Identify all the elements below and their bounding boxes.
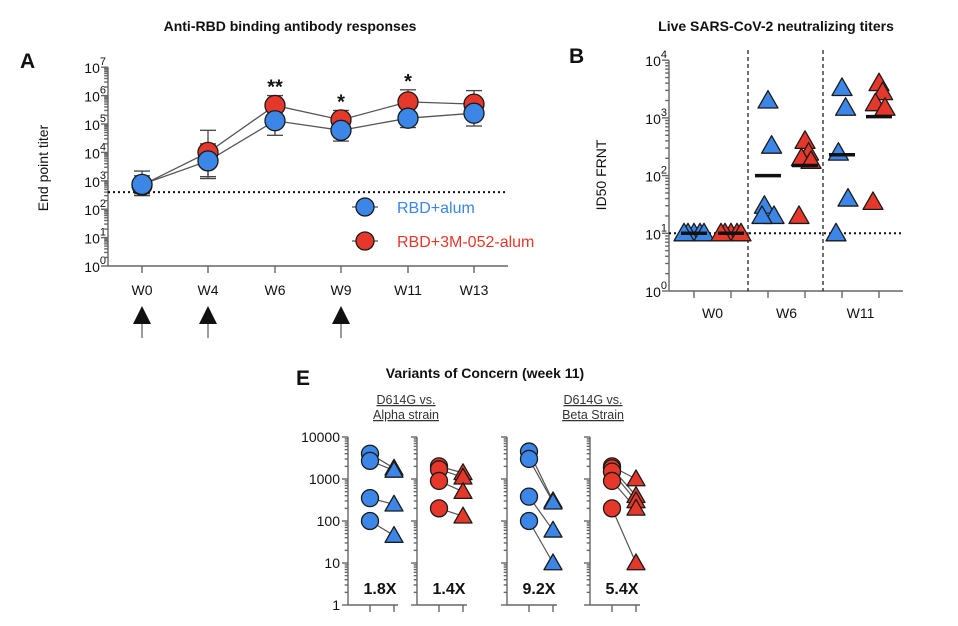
panel-a-data-point <box>397 107 419 129</box>
panel-a-significance-label: * <box>337 91 345 113</box>
panel-e-ytick-label: 10 <box>324 555 340 571</box>
immunization-arrow-icon <box>332 306 350 324</box>
panel-a-title: Anti-RBD binding antibody responses <box>164 18 417 34</box>
panel-a-xtick-label: W0 <box>132 282 153 298</box>
panel-a-ytick-label: 102 <box>84 198 106 218</box>
panel-e-variant-point <box>543 520 563 538</box>
panel-e-variant-point <box>453 481 473 500</box>
panel-e-title: Variants of Concern (week 11) <box>386 365 584 381</box>
panel-a-data-point <box>463 102 485 124</box>
panel-e-fold-label: 9.2X <box>523 581 556 598</box>
panel-e-variant-point <box>543 492 563 510</box>
legend-marker <box>355 231 375 251</box>
comparison-beta-line1: D614G vs. <box>563 393 622 407</box>
panel-a-ytick-label: 100 <box>84 255 106 275</box>
panel-a-xtick-label: W11 <box>394 282 422 298</box>
panel-a-xtick-label: W9 <box>331 282 352 298</box>
panel-e-d614g-point <box>429 471 449 491</box>
immunization-arrow-icon <box>133 306 151 324</box>
panel-e-d614g-point <box>519 511 539 531</box>
panel-a-data-point <box>197 150 219 172</box>
panel-b-xtick-label: W11 <box>847 305 875 321</box>
panel-e-variant-point <box>384 494 404 512</box>
panel-b-ytick-label: 100 <box>645 280 667 300</box>
panel-e-pair-line <box>611 508 637 564</box>
panel-a-data-point <box>264 110 286 132</box>
panel-e-d614g-point <box>429 499 449 518</box>
panel-a-series-line <box>141 112 475 185</box>
panel-b-ytick-label: 103 <box>645 107 667 127</box>
panel-e-d614g-point <box>602 499 622 518</box>
panel-e-ytick-label: 1000 <box>309 471 340 487</box>
panel-e-label: E <box>296 367 310 390</box>
panel-a-label: A <box>20 50 35 73</box>
legend-label: RBD+alum <box>397 200 475 217</box>
panel-b-data-point <box>760 135 783 154</box>
panel-b-xtick-label: W0 <box>702 305 723 321</box>
panel-b-data-point <box>757 89 779 109</box>
panel-a-significance-label: ** <box>267 77 283 99</box>
panel-a-xtick-label: W4 <box>198 282 219 298</box>
comparison-alpha-line1: D614G vs. <box>376 393 435 407</box>
panel-a-ytick-label: 105 <box>84 113 106 133</box>
panel-b-data-point <box>871 81 894 101</box>
panel-b-data-point <box>751 205 773 225</box>
panel-e-d614g-point <box>360 451 380 471</box>
panel-a-series-line <box>141 101 475 186</box>
panel-b-data-point <box>862 191 884 211</box>
panel-e-variant-point <box>384 460 404 478</box>
panel-b-title: Live SARS-CoV-2 neutralizing titers <box>658 18 894 34</box>
panel-a-ytick-label: 106 <box>84 85 106 105</box>
panel-e-ytick-label: 10000 <box>301 429 340 445</box>
panel-a-ylabel: End point titer <box>35 124 51 211</box>
panel-e-fold-label: 1.8X <box>364 581 397 598</box>
panel-b-data-point <box>837 187 859 207</box>
panel-a-xtick-label: W6 <box>265 282 286 298</box>
panel-e-d614g-point <box>360 488 380 508</box>
panel-b-data-point <box>788 205 810 225</box>
panel-e-fold-label: 5.4X <box>606 581 639 598</box>
panel-a-xtick-label: W13 <box>460 282 489 298</box>
panel-b-data-point <box>834 97 857 116</box>
panel-a-ytick-label: 104 <box>84 141 106 161</box>
panel-b-label: B <box>569 45 584 68</box>
panel-e-variant-point <box>453 506 473 524</box>
comparison-alpha-line2: Alpha strain <box>373 408 439 422</box>
panel-b-ytick-label: 102 <box>645 165 667 185</box>
panel-b-xtick-label: W6 <box>776 305 797 321</box>
panel-b-ytick-label: 104 <box>645 49 667 69</box>
panel-e-d614g-point <box>602 471 622 491</box>
panel-e-d614g-point <box>519 487 539 506</box>
panel-b-data-point <box>827 141 850 161</box>
panel-e-d614g-point <box>519 449 539 469</box>
comparison-beta-line2: Beta Strain <box>562 408 624 422</box>
panel-b-ylabel: ID50 FRNT <box>593 139 609 210</box>
panel-a-significance-label: * <box>404 71 412 93</box>
panel-e-ytick-label: 1 <box>332 597 340 613</box>
panel-e-fold-label: 1.4X <box>433 581 466 598</box>
panel-e-d614g-point <box>360 511 380 531</box>
panel-b-data-point <box>794 130 816 150</box>
panel-e-variant-point <box>543 553 563 571</box>
legend-marker <box>355 197 375 217</box>
panel-a-ytick-label: 101 <box>84 227 106 247</box>
panel-a-ytick-label: 103 <box>84 170 106 190</box>
panel-b-data-point <box>831 77 853 97</box>
panel-a-data-point <box>330 119 352 141</box>
panel-e-variant-point <box>626 553 646 571</box>
legend-label: RBD+3M-052-alum <box>397 234 534 251</box>
panel-e-variant-point <box>626 498 646 516</box>
panel-b-data-point <box>825 222 847 242</box>
panel-e-ytick-label: 100 <box>317 513 341 529</box>
panel-e-variant-point <box>384 525 404 543</box>
panel-a-data-point <box>131 173 153 195</box>
immunization-arrow-icon <box>199 306 217 324</box>
panel-e-variant-point <box>626 469 646 487</box>
panel-a-ytick-label: 107 <box>84 56 106 76</box>
panel-b-ytick-label: 101 <box>645 222 667 242</box>
